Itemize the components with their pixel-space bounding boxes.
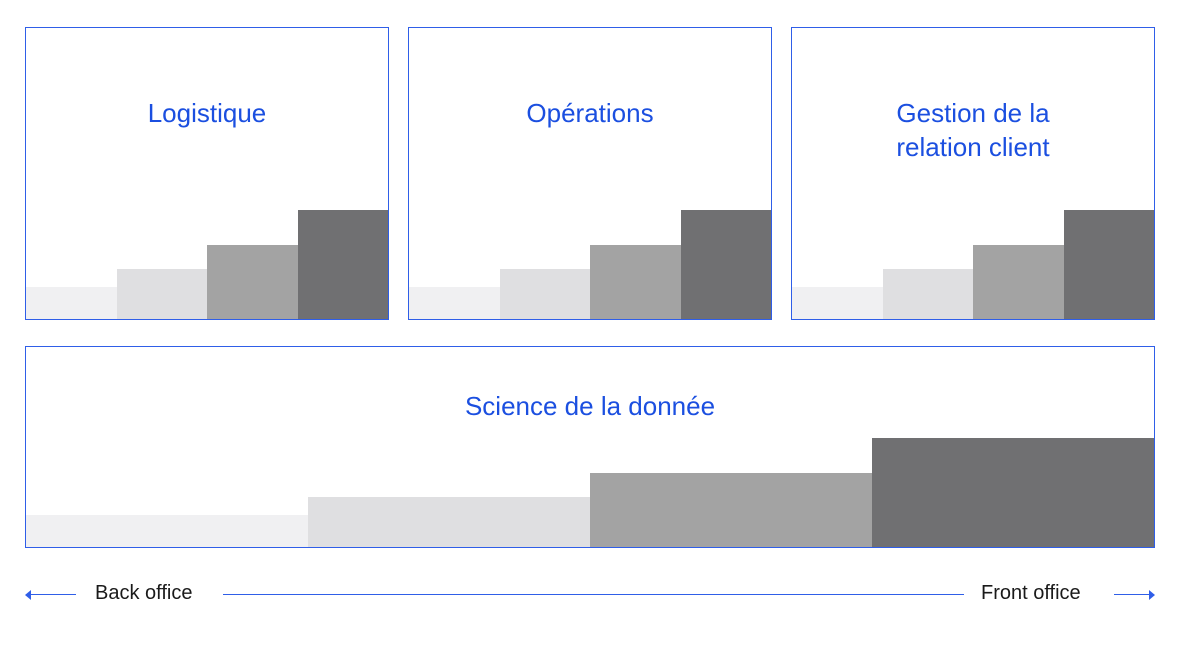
step-bars — [409, 210, 771, 319]
step-bar-4 — [297, 210, 388, 319]
step-bars — [26, 438, 1154, 547]
panel-title: Gestion de la relation client — [896, 98, 1050, 162]
step-bar-1 — [26, 515, 308, 547]
front-office-label: Front office — [981, 582, 1081, 604]
step-bar-1 — [792, 287, 883, 319]
step-bar-3 — [973, 244, 1064, 319]
panel-operations: Opérations — [408, 27, 772, 320]
panel-logistique: Logistique — [25, 27, 389, 320]
panel-gestion-relation-client: Gestion de la relation client — [791, 27, 1155, 320]
step-bar-3 — [207, 244, 298, 319]
back-office-label: Back office — [95, 582, 193, 604]
step-bar-1 — [409, 287, 500, 319]
step-bar-2 — [116, 268, 207, 319]
panel-title: Opérations — [526, 98, 654, 128]
step-bar-3 — [590, 244, 681, 319]
axis-right-stub — [1114, 594, 1150, 595]
arrow-left-icon — [25, 590, 31, 600]
arrow-right-icon — [1149, 590, 1155, 600]
panel-title: Logistique — [147, 98, 267, 128]
step-bar-3 — [590, 472, 872, 547]
step-bar-2 — [308, 496, 590, 547]
step-bar-4 — [1063, 210, 1154, 319]
axis-left-stub — [29, 594, 76, 595]
step-bar-2 — [882, 268, 973, 319]
panel-title: Science de la donnée — [464, 391, 716, 421]
step-bars — [26, 210, 388, 319]
axis-main-line — [223, 594, 964, 595]
step-bar-2 — [499, 268, 590, 319]
panel-science-de-la-donnee: Science de la donnée — [25, 346, 1155, 548]
step-bar-4 — [872, 438, 1154, 547]
step-bar-1 — [26, 287, 117, 319]
step-bars — [792, 210, 1154, 319]
step-bar-4 — [680, 210, 771, 319]
